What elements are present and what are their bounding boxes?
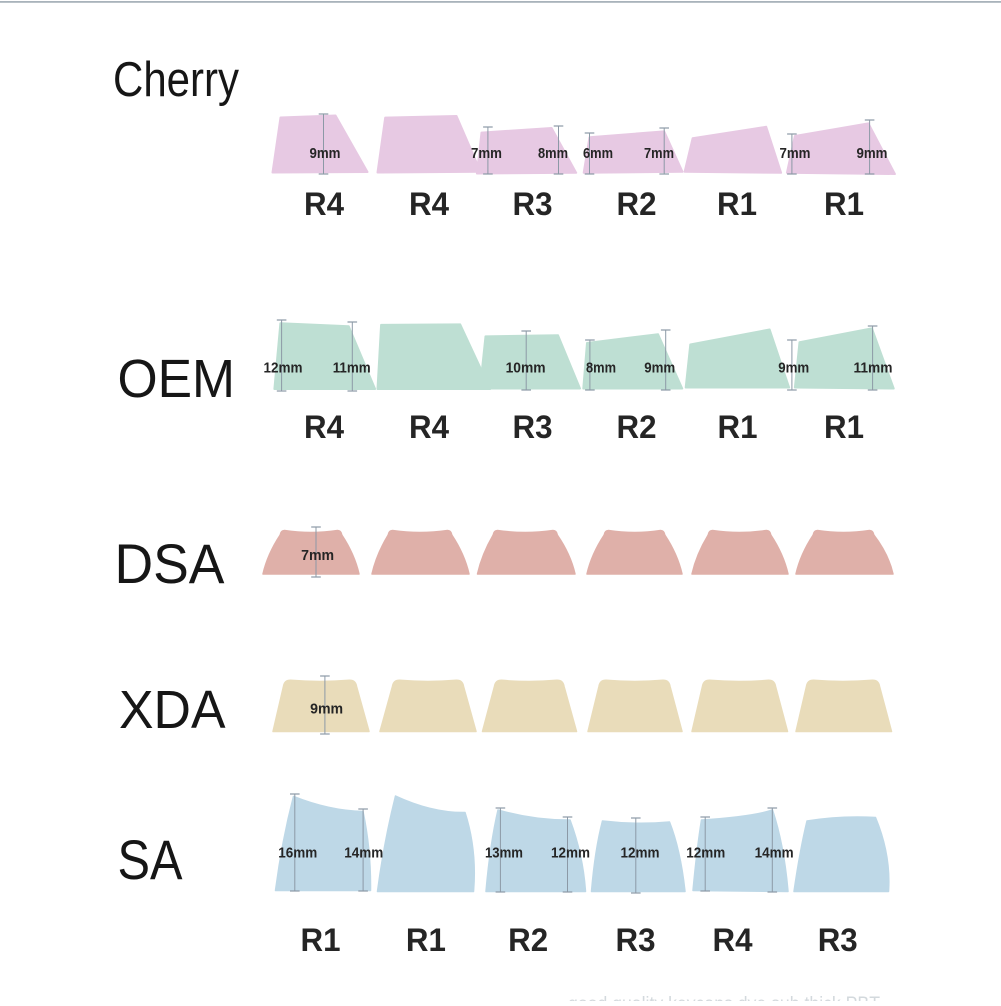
- svg-text:9mm: 9mm: [778, 360, 809, 377]
- svg-text:R3: R3: [818, 922, 858, 958]
- svg-text:R3: R3: [513, 186, 553, 222]
- svg-text:R4: R4: [713, 922, 753, 958]
- svg-text:XDA: XDA: [119, 681, 226, 740]
- svg-text:R1: R1: [824, 409, 864, 445]
- svg-text:DSA: DSA: [115, 532, 226, 595]
- svg-text:R2: R2: [617, 186, 657, 222]
- svg-text:12mm: 12mm: [621, 845, 660, 862]
- svg-text:R4: R4: [409, 409, 449, 445]
- svg-text:Cherry: Cherry: [113, 53, 239, 107]
- svg-text:8mm: 8mm: [586, 360, 616, 377]
- svg-text:9mm: 9mm: [644, 360, 675, 377]
- svg-text:R1: R1: [824, 186, 864, 222]
- svg-text:R3: R3: [616, 922, 656, 958]
- svg-text:SA: SA: [118, 828, 184, 891]
- svg-text:10mm: 10mm: [506, 360, 546, 377]
- svg-text:12mm: 12mm: [264, 360, 303, 377]
- svg-text:9mm: 9mm: [857, 145, 888, 162]
- svg-text:R2: R2: [617, 409, 657, 445]
- svg-text:9mm: 9mm: [310, 701, 343, 718]
- svg-text:14mm: 14mm: [755, 845, 794, 862]
- svg-text:R4: R4: [304, 409, 344, 445]
- svg-text:8mm: 8mm: [538, 145, 568, 162]
- svg-text:R3: R3: [513, 409, 553, 445]
- svg-text:9mm: 9mm: [310, 145, 341, 162]
- svg-text:R4: R4: [304, 186, 344, 222]
- svg-text:11mm: 11mm: [854, 360, 893, 377]
- svg-text:12mm: 12mm: [551, 845, 590, 862]
- svg-text:12mm: 12mm: [686, 845, 725, 862]
- svg-text:7mm: 7mm: [471, 145, 502, 162]
- svg-text:7mm: 7mm: [301, 547, 334, 564]
- svg-text:13mm: 13mm: [485, 845, 523, 862]
- svg-text:R1: R1: [406, 922, 446, 958]
- svg-text:R2: R2: [508, 922, 548, 958]
- svg-text:14mm: 14mm: [344, 845, 383, 862]
- svg-text:R1: R1: [718, 409, 758, 445]
- svg-text:16mm: 16mm: [278, 845, 317, 862]
- svg-text:R1: R1: [301, 922, 341, 958]
- svg-text:OEM: OEM: [118, 349, 236, 409]
- svg-text:11mm: 11mm: [333, 360, 371, 377]
- svg-text:7mm: 7mm: [644, 145, 674, 162]
- svg-text:R1: R1: [717, 186, 757, 222]
- svg-text:7mm: 7mm: [780, 145, 811, 162]
- svg-text:good quality keycaps dye sub t: good quality keycaps dye sub thick PBT: [568, 994, 880, 1001]
- svg-text:6mm: 6mm: [583, 145, 613, 162]
- svg-text:R4: R4: [409, 186, 449, 222]
